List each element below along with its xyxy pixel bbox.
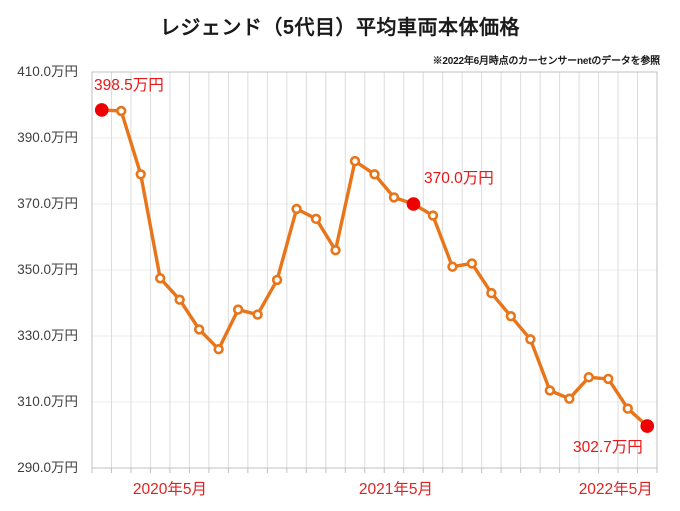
data-point-marker (135, 169, 146, 180)
y-tick-label: 370.0万円 (17, 196, 78, 211)
y-tick-label: 390.0万円 (17, 130, 78, 145)
x-tick-label: 2020年5月 (132, 481, 208, 498)
data-point-marker (213, 344, 224, 355)
data-point-marker (427, 210, 439, 221)
data-point-marker (603, 373, 614, 385)
data-point-marker (232, 304, 244, 315)
data-point-marker (330, 245, 341, 256)
data-point-marker (310, 213, 322, 225)
y-tick-label: 350.0万円 (17, 262, 78, 277)
highlighted-data-point (406, 197, 421, 211)
x-tick-label: 2022年5月 (578, 481, 653, 498)
data-point-marker (116, 105, 127, 117)
data-point-marker (525, 334, 536, 345)
x-tick-label: 2021年5月 (358, 481, 434, 498)
price-annotation: 398.5万円 (94, 77, 164, 94)
data-point-marker (388, 192, 400, 203)
y-tick-label: 290.0万円 (17, 460, 78, 475)
data-point-marker (369, 169, 380, 180)
highlighted-data-point (640, 419, 655, 433)
data-point-marker (349, 155, 361, 167)
data-point-marker (193, 324, 205, 335)
data-point-marker (466, 258, 478, 269)
y-tick-label: 410.0万円 (17, 64, 78, 79)
data-point-marker (154, 273, 166, 284)
data-point-marker (583, 372, 595, 383)
data-point-marker (174, 294, 185, 305)
data-point-marker (564, 393, 575, 404)
plot-border (91, 71, 658, 469)
data-point-marker (486, 287, 497, 299)
data-point-marker (291, 203, 302, 215)
y-tick-label: 330.0万円 (17, 328, 78, 343)
price-trend-line (99, 108, 649, 428)
data-point-marker (622, 403, 633, 414)
data-point-marker (271, 274, 283, 286)
price-annotation: 370.0万円 (424, 170, 494, 187)
chart-title: レジェンド（5代目）平均車両本体価格 (159, 17, 521, 39)
highlighted-data-point (94, 103, 109, 117)
data-point-marker (544, 385, 556, 396)
data-point-marker (505, 311, 517, 322)
data-point-marker (252, 309, 263, 320)
price-annotation: 302.7万円 (573, 439, 643, 456)
data-point-marker (447, 261, 458, 272)
y-tick-label: 310.0万円 (17, 394, 78, 409)
data-source-note: ※2022年6月時点のカーセンサーnetのデータを参照 (432, 56, 661, 67)
